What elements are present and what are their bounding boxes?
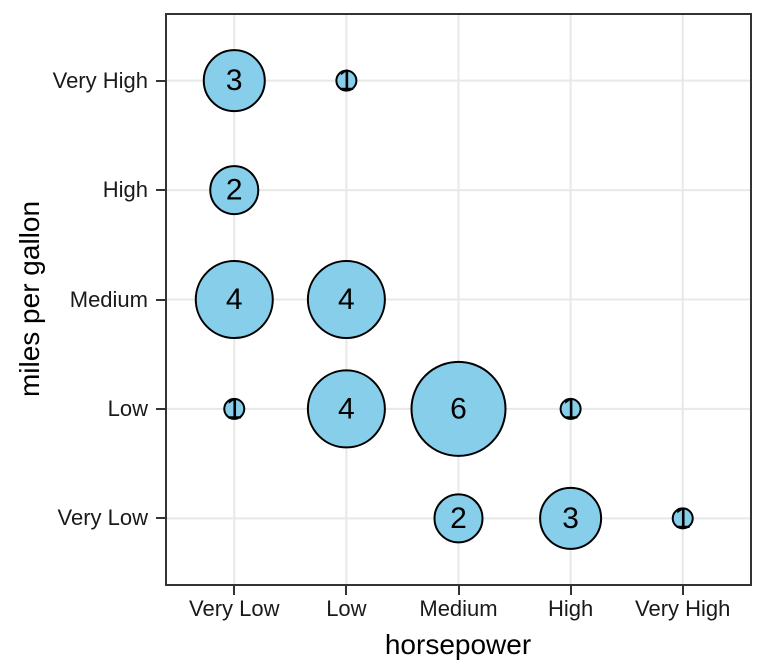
bubble-count-label: 1 — [562, 392, 579, 425]
bubble-count-label: 6 — [450, 392, 467, 425]
x-tick-mark — [233, 586, 236, 595]
plot-area-svg: 3 1 2 4 4 1 4 6 1 2 3 1 — [167, 15, 750, 584]
x-tick-mark — [569, 586, 572, 595]
y-tick-mark — [156, 189, 165, 192]
y-tick-mark — [156, 298, 165, 301]
bubble-count-label: 4 — [338, 392, 355, 425]
bubble-count-label: 4 — [338, 283, 355, 316]
bubble — [671, 507, 694, 530]
x-tick-label: Very Low — [189, 596, 280, 621]
plot-panel: 3 1 2 4 4 1 4 6 1 2 3 1 — [165, 13, 752, 586]
y-tick-label: Low — [107, 395, 148, 421]
y-tick-label: Medium — [69, 286, 148, 312]
bubble — [433, 493, 484, 544]
y-tick-mark — [156, 79, 165, 82]
bubble-count-label: 4 — [226, 283, 243, 316]
bubble-count-label: 3 — [226, 64, 243, 97]
bubble — [194, 260, 274, 339]
x-tick-mark — [457, 586, 460, 595]
x-axis-title: horsepower — [384, 629, 532, 660]
bubble-count-label: 1 — [338, 64, 355, 97]
bubble — [223, 397, 246, 420]
bubble-count-label: 2 — [450, 502, 467, 535]
x-tick-mark — [681, 586, 684, 595]
bubble — [559, 397, 582, 420]
x-tick-label: Medium — [419, 596, 498, 621]
bubble — [410, 360, 507, 457]
x-tick-mark — [345, 586, 348, 595]
x-tick-label: Low — [326, 596, 367, 621]
bubble — [306, 260, 386, 339]
bubble — [209, 165, 260, 216]
bubble-count-label: 1 — [226, 392, 243, 425]
bubble — [539, 486, 603, 550]
y-tick-mark — [156, 517, 165, 520]
x-tick-label: High — [547, 596, 594, 621]
bubble — [202, 49, 266, 113]
bubble-count-label: 3 — [562, 502, 579, 535]
bubble — [335, 69, 358, 92]
y-tick-label: Very High — [52, 67, 148, 93]
y-tick-mark — [156, 407, 165, 410]
y-tick-label: Very Low — [57, 505, 149, 531]
bubble-count-label: 1 — [674, 502, 691, 535]
x-tick-label: Very High — [635, 596, 731, 621]
y-tick-label: High — [102, 177, 148, 203]
bubble — [306, 369, 386, 449]
bubble-count-label: 2 — [226, 174, 243, 207]
